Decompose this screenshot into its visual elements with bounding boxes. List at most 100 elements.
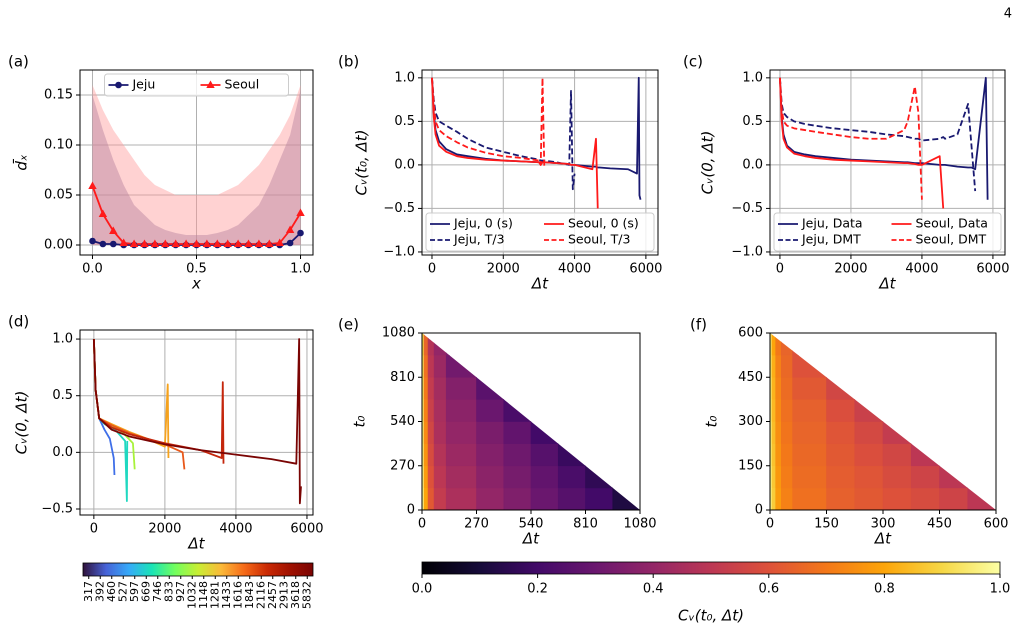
x-tick-label: 4000 xyxy=(219,522,252,537)
colorbar-tick-label: 2457 xyxy=(266,581,279,609)
heatmap-cell xyxy=(775,354,782,378)
marker xyxy=(171,239,180,247)
y-axis-label: d̄ₓ xyxy=(12,154,31,171)
x-tick-label: 600 xyxy=(984,517,1009,532)
heatmap-cell xyxy=(427,354,435,378)
heatmap-cell xyxy=(423,333,429,356)
heatmap-cell xyxy=(423,376,429,400)
heatmap-cell xyxy=(775,465,782,489)
heatmap-cell xyxy=(939,465,969,489)
axes-frame xyxy=(421,332,641,511)
x-axis-label: x xyxy=(191,275,201,293)
marker xyxy=(150,239,160,247)
heatmap-cell xyxy=(433,421,447,444)
heatmap-cell xyxy=(423,399,429,422)
heatmap-cell xyxy=(476,421,505,444)
y-tick-label: −1.0 xyxy=(731,244,763,259)
x-tick-label: 0 xyxy=(418,517,426,532)
heatmap-cell xyxy=(433,487,447,510)
y-tick-label: 0.5 xyxy=(394,114,415,129)
y-tick-label: 450 xyxy=(738,370,763,385)
marker xyxy=(275,238,284,246)
y-tick-label: 600 xyxy=(738,326,763,341)
heatmap-cell xyxy=(792,487,827,510)
x-tick-label: 0 xyxy=(428,262,436,277)
y-tick-label: 0 xyxy=(407,503,415,518)
heatmap-cell xyxy=(771,487,776,510)
plot-area xyxy=(779,76,989,209)
heatmap-cell xyxy=(792,354,827,378)
heatmap-cell xyxy=(433,443,447,467)
heatmap-cell xyxy=(503,487,532,510)
heatmap-cell xyxy=(503,421,532,444)
panel-label: (a) xyxy=(8,53,29,71)
x-tick-label: 150 xyxy=(814,517,839,532)
x-tick-label: 1080 xyxy=(623,517,656,532)
series-line xyxy=(92,339,225,464)
legend-label: Seoul, DMT xyxy=(916,232,987,247)
plot-area xyxy=(770,333,996,510)
series-line xyxy=(779,77,977,192)
colorbar-tick-label: 0.0 xyxy=(412,582,433,597)
series-line xyxy=(92,339,129,502)
heatmap-cell xyxy=(882,465,912,489)
colorbar-tick-label: 5832 xyxy=(300,581,313,609)
y-tick-label: 0.5 xyxy=(52,388,73,403)
heatmap-cell xyxy=(780,399,793,422)
marker xyxy=(140,239,149,247)
colorbar-tick-label: 0.2 xyxy=(527,582,548,597)
heatmap-cell xyxy=(792,333,827,356)
heatmap-cell xyxy=(967,487,996,510)
heatmap-cell xyxy=(445,399,477,422)
heatmap-cell xyxy=(910,487,940,510)
heatmap-cell xyxy=(792,421,827,444)
y-tick-label: 0.5 xyxy=(742,114,763,129)
marker xyxy=(286,239,294,247)
legend-label: Seoul, 0 (s) xyxy=(568,216,639,231)
legend-label: Seoul, Data xyxy=(916,216,988,231)
y-tick-label: 0.0 xyxy=(52,445,73,460)
heatmap-cell xyxy=(427,333,435,356)
heatmap-cell xyxy=(775,376,782,400)
heatmap-cell xyxy=(792,443,827,467)
heatmap xyxy=(422,333,640,510)
colorbar-tick-label: 1032 xyxy=(185,581,198,609)
x-axis-label: Δt xyxy=(531,275,549,293)
colorbar-tick-label: 669 xyxy=(139,581,152,602)
colorbar-tick-label: 1616 xyxy=(231,581,244,609)
heatmap-cell xyxy=(433,465,447,489)
plot-area xyxy=(431,76,642,209)
plot-area xyxy=(422,333,640,510)
heatmap-cell xyxy=(780,333,793,356)
axes-frame xyxy=(421,69,659,256)
heatmap-cell xyxy=(585,487,614,510)
legend-label: Jeju xyxy=(132,77,156,92)
heatmap-cell xyxy=(780,443,793,467)
marker xyxy=(88,181,97,189)
heatmap-cell xyxy=(427,465,435,489)
panel: 0 270 540 810 1080 0 270 540 810 1080 (e) Δt t₀ xyxy=(338,316,657,548)
heatmap-cell xyxy=(826,399,856,422)
x-tick-label: 0 xyxy=(776,262,784,277)
y-tick-label: −0.5 xyxy=(41,501,73,516)
y-tick-label: −1.0 xyxy=(383,244,415,259)
colorbar-tick-label: 833 xyxy=(162,581,175,602)
y-axis-label: Cᵥ(0, Δt) xyxy=(13,391,31,455)
page-number: 4 xyxy=(1004,7,1012,22)
marker xyxy=(192,239,201,247)
colorbar-tick-label: 0.8 xyxy=(874,582,895,597)
heatmap-cell xyxy=(445,465,477,489)
heatmap-cell xyxy=(445,376,477,400)
x-axis-label: Δt xyxy=(187,535,205,553)
heatmap-cell xyxy=(775,421,782,444)
heatmap-cell xyxy=(427,443,435,467)
x-tick-label: 0 xyxy=(766,517,774,532)
heatmap-cell xyxy=(423,443,429,467)
colorbar-tick-label: 1433 xyxy=(220,581,233,609)
series-line xyxy=(779,77,923,200)
heatmap-cell xyxy=(775,443,782,467)
marker xyxy=(181,239,191,247)
colorbar-tick-label: 460 xyxy=(105,581,118,602)
y-axis-label: Cᵥ(0, Δt) xyxy=(699,131,717,195)
y-tick-label: 0.05 xyxy=(44,188,73,203)
